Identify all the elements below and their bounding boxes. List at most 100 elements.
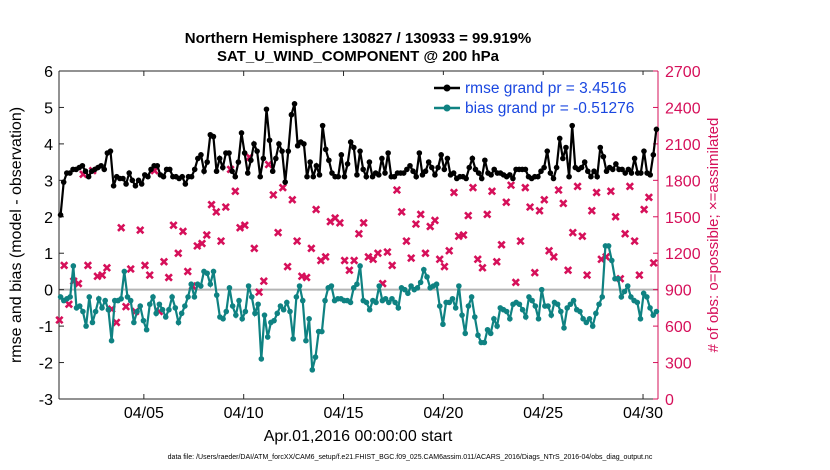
bias-point — [424, 274, 430, 280]
bias-point — [465, 303, 472, 309]
bias-point — [548, 312, 555, 318]
rmse-point — [57, 212, 64, 218]
rmse-point — [269, 168, 276, 175]
rmse-point — [391, 173, 398, 180]
rmse-point — [588, 173, 594, 180]
obs-marker — [525, 202, 535, 212]
rmse-point — [379, 155, 385, 162]
bias-point — [366, 306, 373, 313]
rmse-point — [544, 148, 551, 154]
obs-marker — [307, 244, 316, 253]
rmse-point — [410, 168, 416, 175]
bias-point — [80, 308, 86, 315]
obs-marker — [459, 230, 468, 240]
rmse-point — [369, 173, 376, 180]
bias-point — [354, 281, 360, 288]
bias-point — [484, 326, 491, 333]
bias-point — [580, 316, 586, 322]
bias-point — [239, 316, 246, 322]
x-tick-label: 04/20 — [423, 405, 463, 422]
rmse-point — [547, 170, 554, 176]
bias-point — [229, 303, 236, 309]
rmse-point — [647, 172, 654, 178]
bias-point — [436, 303, 443, 309]
rmse-point — [226, 150, 232, 156]
rmse-point — [450, 170, 457, 176]
rmse-point — [416, 150, 423, 156]
bias-point — [526, 294, 532, 300]
rmse-point — [432, 172, 438, 178]
obs-marker — [373, 249, 383, 258]
legend-bias-label: bias grand pr = -0.51276 — [465, 100, 634, 117]
rmse-point — [107, 148, 114, 154]
rmse-point — [213, 168, 220, 175]
bias-point — [290, 336, 296, 342]
obs-marker — [174, 249, 183, 258]
rmse-point — [407, 162, 413, 169]
obs-marker — [259, 277, 268, 286]
rmse-point — [507, 172, 513, 178]
rmse-point — [469, 155, 476, 162]
obs-marker — [468, 183, 478, 192]
rmse-point — [375, 172, 382, 178]
rmse-point — [404, 166, 410, 173]
bias-point — [96, 295, 102, 302]
obs-marker — [397, 207, 406, 217]
chart-subtitle: SAT_U_WIND_COMPONENT @ 200 hPa — [217, 48, 500, 65]
rmse-point — [238, 130, 245, 136]
obs-marker — [487, 187, 497, 196]
obs-marker — [611, 212, 620, 221]
rmse-point — [132, 183, 139, 189]
obs-marker — [578, 232, 587, 241]
obs-marker — [563, 266, 573, 275]
bias-point — [322, 297, 328, 304]
bias-point — [328, 283, 335, 289]
obs-marker — [411, 219, 421, 229]
bias-point — [570, 297, 577, 304]
y-tick-label: 6 — [44, 64, 53, 81]
bias-point — [408, 283, 414, 289]
obs-marker — [102, 263, 112, 272]
obs-marker — [530, 268, 539, 277]
rmse-point — [254, 148, 260, 154]
rmse-point — [285, 148, 292, 154]
y2-tick-label: 2400 — [665, 100, 701, 117]
obs-marker — [202, 230, 211, 240]
obs-marker — [197, 239, 207, 248]
rmse-point — [232, 173, 239, 180]
rmse-point — [400, 170, 407, 176]
bias-point — [303, 337, 309, 344]
bias-point — [143, 326, 150, 333]
obs-marker — [302, 273, 311, 282]
y2-tick-label: 1800 — [665, 173, 701, 190]
bias-point — [522, 314, 529, 320]
bias-point — [494, 323, 500, 329]
bias-point — [319, 328, 325, 335]
rmse-point — [482, 157, 488, 164]
bias-point — [220, 316, 226, 322]
footer-data-file: data file: /Users/raeder/DAI/ATM_forcXX/… — [168, 454, 653, 461]
obs-marker — [345, 266, 354, 275]
obs-marker — [364, 252, 373, 261]
obs-marker — [502, 198, 511, 207]
bias-point — [491, 316, 497, 322]
bias-point — [169, 294, 175, 300]
bias-point — [589, 323, 596, 329]
rmse-point — [313, 162, 320, 169]
bias-point — [245, 283, 252, 289]
obs-marker — [335, 218, 344, 227]
bias-point — [159, 306, 166, 313]
bias-point — [507, 316, 513, 322]
obs-marker — [350, 256, 359, 265]
obs-marker — [212, 207, 221, 217]
bias-point — [433, 281, 440, 288]
rmse-point — [301, 141, 307, 147]
y-tick-label: 1 — [44, 246, 53, 263]
bias-point — [280, 306, 287, 313]
bias-point — [376, 283, 383, 289]
obs-marker — [292, 236, 302, 246]
obs-marker — [392, 185, 402, 195]
rmse-point — [210, 133, 217, 140]
bias-point — [615, 275, 621, 282]
bias-point — [92, 308, 99, 315]
